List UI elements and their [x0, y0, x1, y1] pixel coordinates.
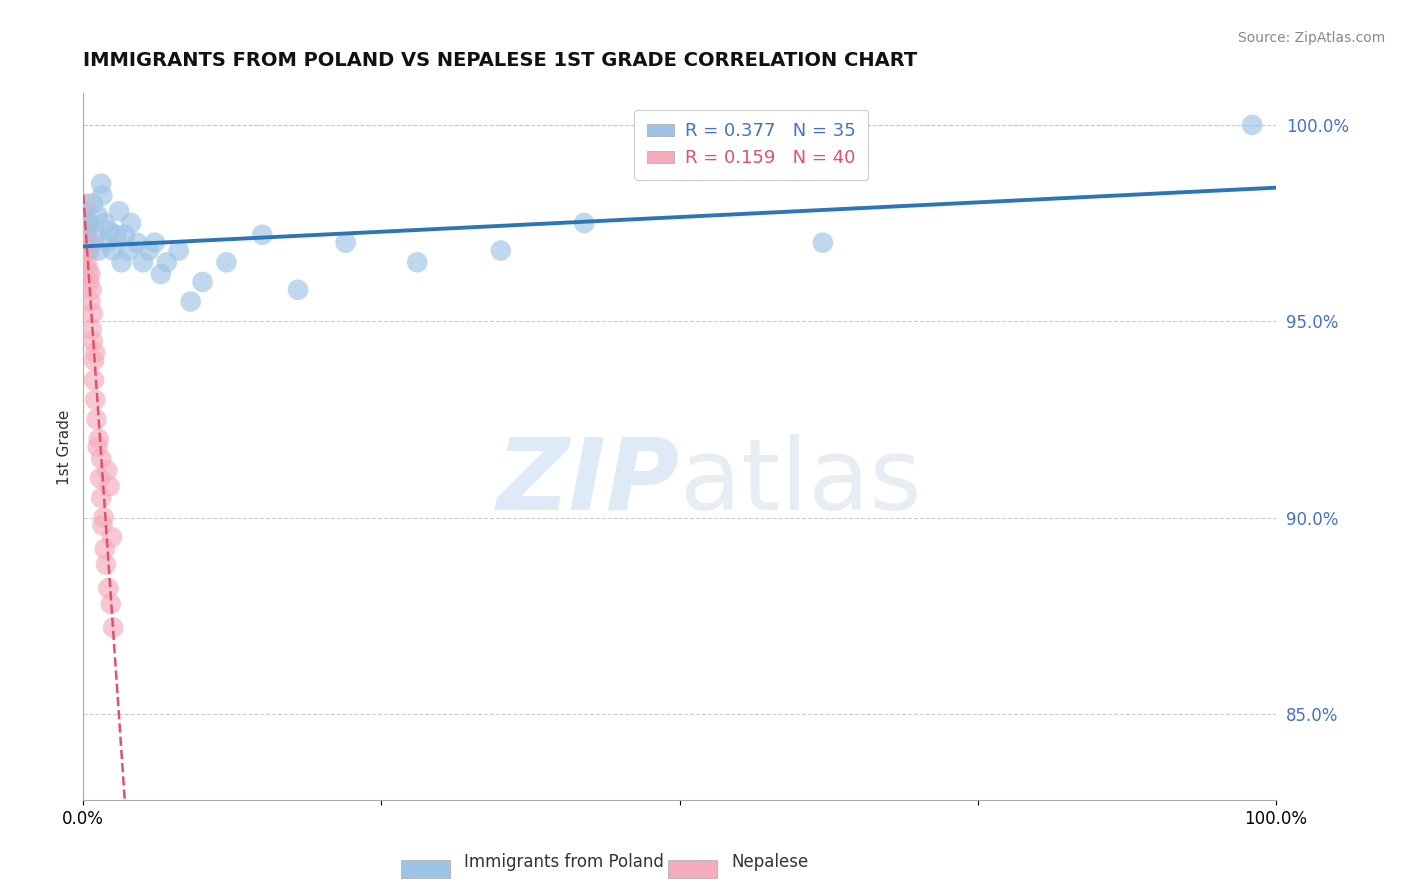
Point	[138, 244, 160, 258]
Text: Source: ZipAtlas.com: Source: ZipAtlas.com	[1237, 31, 1385, 45]
Point	[250, 227, 273, 242]
Point	[574, 216, 596, 230]
Point	[94, 216, 117, 230]
Point	[89, 471, 111, 485]
Point	[93, 510, 115, 524]
Point	[108, 204, 131, 219]
Point	[73, 216, 96, 230]
Point	[287, 283, 309, 297]
Point	[406, 255, 429, 269]
Point	[90, 451, 112, 466]
Point	[75, 244, 97, 258]
Point	[811, 235, 834, 250]
Point	[77, 275, 100, 289]
Point	[87, 432, 110, 446]
Point	[87, 244, 110, 258]
Point	[94, 541, 117, 556]
Point	[156, 255, 179, 269]
Point	[86, 412, 108, 426]
Point	[117, 244, 139, 258]
Point	[82, 306, 104, 320]
Point	[83, 373, 105, 387]
Point	[132, 255, 155, 269]
Point	[79, 267, 101, 281]
Point	[1241, 118, 1264, 132]
Point	[149, 267, 172, 281]
Point	[86, 208, 108, 222]
Point	[91, 518, 114, 533]
Point	[180, 294, 202, 309]
Y-axis label: 1st Grade: 1st Grade	[58, 409, 72, 484]
Point	[75, 227, 97, 242]
Point	[125, 235, 148, 250]
Point	[101, 244, 124, 258]
Point	[76, 216, 98, 230]
Text: atlas: atlas	[679, 434, 921, 531]
Point	[84, 392, 107, 407]
Point	[84, 227, 107, 242]
Point	[86, 440, 108, 454]
Point	[76, 255, 98, 269]
Point	[167, 244, 190, 258]
Point	[76, 235, 98, 250]
Point	[96, 463, 118, 477]
Point	[90, 491, 112, 505]
Point	[143, 235, 166, 250]
Point	[98, 224, 121, 238]
Point	[77, 216, 100, 230]
Point	[101, 530, 124, 544]
Point	[77, 244, 100, 258]
Point	[98, 479, 121, 493]
Point	[75, 196, 97, 211]
Point	[335, 235, 357, 250]
Point	[97, 581, 120, 595]
Text: Nepalese: Nepalese	[731, 853, 808, 871]
Text: ZIP: ZIP	[496, 434, 679, 531]
Text: IMMIGRANTS FROM POLAND VS NEPALESE 1ST GRADE CORRELATION CHART: IMMIGRANTS FROM POLAND VS NEPALESE 1ST G…	[83, 51, 918, 70]
Point	[77, 263, 100, 277]
Legend: R = 0.377   N = 35, R = 0.159   N = 40: R = 0.377 N = 35, R = 0.159 N = 40	[634, 110, 869, 180]
Point	[77, 216, 100, 230]
Point	[215, 255, 238, 269]
Point	[101, 620, 124, 634]
Point	[120, 216, 142, 230]
Point	[100, 597, 122, 611]
Point	[105, 227, 128, 242]
Point	[96, 235, 118, 250]
Point	[90, 177, 112, 191]
Point	[84, 345, 107, 359]
Point	[83, 353, 105, 368]
Point	[82, 334, 104, 348]
Point	[489, 244, 512, 258]
Point	[91, 188, 114, 202]
Point	[79, 294, 101, 309]
Point	[80, 283, 103, 297]
Point	[114, 227, 136, 242]
Point	[94, 558, 117, 572]
Point	[110, 255, 132, 269]
Point	[82, 196, 104, 211]
Point	[73, 204, 96, 219]
Point	[77, 244, 100, 258]
Point	[191, 275, 214, 289]
Point	[80, 322, 103, 336]
Point	[77, 227, 100, 242]
Text: Immigrants from Poland: Immigrants from Poland	[464, 853, 664, 871]
